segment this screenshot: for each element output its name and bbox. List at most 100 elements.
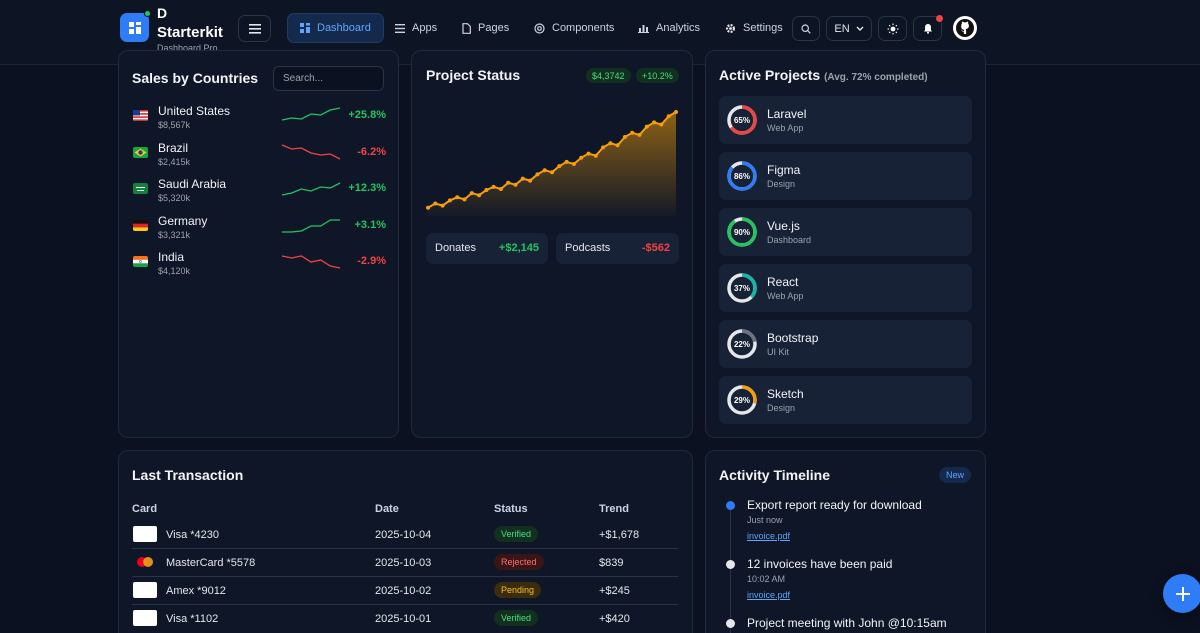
project-status-title: Project Status [426,67,521,83]
sidebar-toggle-button[interactable] [238,15,271,42]
notification-badge [936,15,943,22]
country-row[interactable]: Brazil $2,415k -6.2% [131,141,386,171]
search-icon [801,23,811,34]
table-row[interactable]: MasterCard *5578 2025-10-03 Rejected $83… [132,550,678,577]
chart-point [440,203,445,208]
project-percent: 29% [733,395,750,405]
chart-point [608,141,613,146]
new-badge: New [938,467,971,483]
project-item[interactable]: 29% Sketch Design [719,376,972,424]
country-change: +12.3% [348,182,386,194]
chart-point [571,162,576,166]
sales-by-countries-card: Sales by Countries United States $8,567k… [118,50,399,438]
chart-point [593,153,598,158]
project-item[interactable]: 86% Figma Design [719,152,972,200]
project-name: Sketch [767,387,804,401]
sparkline-chart [282,219,340,233]
card-name: Visa *4230 [166,529,220,541]
nav-apps[interactable]: Apps [383,13,449,43]
sparkline-chart [281,144,341,160]
app-logo[interactable] [120,13,149,42]
col-header-card: Card [132,503,158,515]
visa-card-icon [133,610,157,626]
github-link[interactable] [953,16,977,40]
active-projects-card: Active Projects (Avg. 72% completed) 65%… [705,50,986,438]
col-header-status: Status [494,503,528,515]
chevron-down-icon [856,26,864,31]
country-row[interactable]: United States $8,567k +25.8% [131,104,386,134]
chart-point [513,182,518,187]
brand-name: Starterkit [157,24,223,41]
add-fab-button[interactable] [1163,574,1200,613]
theme-toggle-button[interactable] [878,16,907,41]
transaction-trend: +$1,678 [599,529,640,541]
card-name: Visa *1102 [166,613,219,625]
language-value: EN [834,22,850,35]
gear-icon [725,23,736,33]
card-name: MasterCard *5578 [166,557,256,569]
country-amount: $8,567k [158,120,191,130]
chart-point [637,132,642,137]
chart-point [426,205,430,210]
progress-ring-icon [727,161,757,191]
project-type: UI Kit [767,347,790,357]
countries-search-input[interactable] [273,66,384,91]
project-type: Design [767,403,796,413]
progress-ring-icon [727,329,757,359]
nav-pages[interactable]: Pages [450,13,521,43]
project-item[interactable]: 65% Laravel Web App [719,96,972,144]
project-type: Web App [767,291,804,301]
chart-point [615,143,620,148]
chart-point [520,176,525,181]
search-button[interactable] [792,16,820,41]
chart-point [542,168,547,173]
nav-settings[interactable]: Settings [713,13,795,43]
project-name: Vue.js [767,219,800,233]
chart-point [433,201,438,206]
nav-analytics[interactable]: Analytics [626,13,712,43]
amex-card-icon [133,582,157,598]
github-icon [956,19,974,37]
timeline-attachment-link[interactable]: invoice.pdf [747,590,791,600]
list-icon [395,23,405,33]
chart-point [564,159,569,164]
country-row[interactable]: India $4,120k -2.9% [131,250,386,280]
country-name: United States [158,104,231,118]
nav-dashboard[interactable]: Dashboard [287,13,384,43]
project-item[interactable]: 37% React Web App [719,264,972,312]
country-row[interactable]: Saudi Arabia $5,320k +12.3% [131,177,386,207]
language-select[interactable]: EN [826,16,872,41]
country-row[interactable]: Germany $3,321k +3.1% [131,214,386,244]
chart-point [666,114,671,119]
progress-ring-icon [727,385,757,415]
podcasts-value: -$562 [641,242,670,254]
dashboard-grid-icon [300,23,310,33]
transaction-trend: +$420 [599,613,630,625]
project-item[interactable]: 22% Bootstrap UI Kit [719,320,972,368]
notifications-button[interactable] [913,16,942,41]
table-row[interactable]: Visa *4230 2025-10-04 Verified +$1,678 [132,522,678,549]
sales-card-title: Sales by Countries [132,70,259,86]
country-amount: $4,120k [158,266,191,276]
saudi-flag-icon [133,183,148,194]
project-item[interactable]: 90% Vue.js Dashboard [719,208,972,256]
activity-timeline-card: Activity Timeline New Export report read… [705,450,986,633]
chart-points [426,110,678,210]
table-row[interactable]: Visa *1102 2025-10-01 Verified +$420 [132,606,678,633]
timeline-attachment-link[interactable]: invoice.pdf [747,531,791,541]
sparkline-chart [281,255,341,269]
chart-point [586,151,591,156]
chart-point [622,135,627,139]
dashboard-grid-icon [128,21,141,34]
project-value-pill: $4,3742 [586,68,631,83]
timeline-text: Export report ready for download [747,498,922,512]
chart-point [491,184,496,189]
transaction-date: 2025-10-04 [375,529,432,541]
donates-stat: Donates +$2,145 [426,233,548,264]
chart-point [469,191,474,196]
project-status-card: Project Status $4,3742 +10.2% Donates +$… [411,50,693,438]
timeline-text: 12 invoices have been paid [747,557,893,571]
table-row[interactable]: Amex *9012 2025-10-02 Pending +$245 [132,578,678,605]
transaction-date: 2025-10-02 [375,585,432,597]
nav-components[interactable]: Components [522,13,626,43]
